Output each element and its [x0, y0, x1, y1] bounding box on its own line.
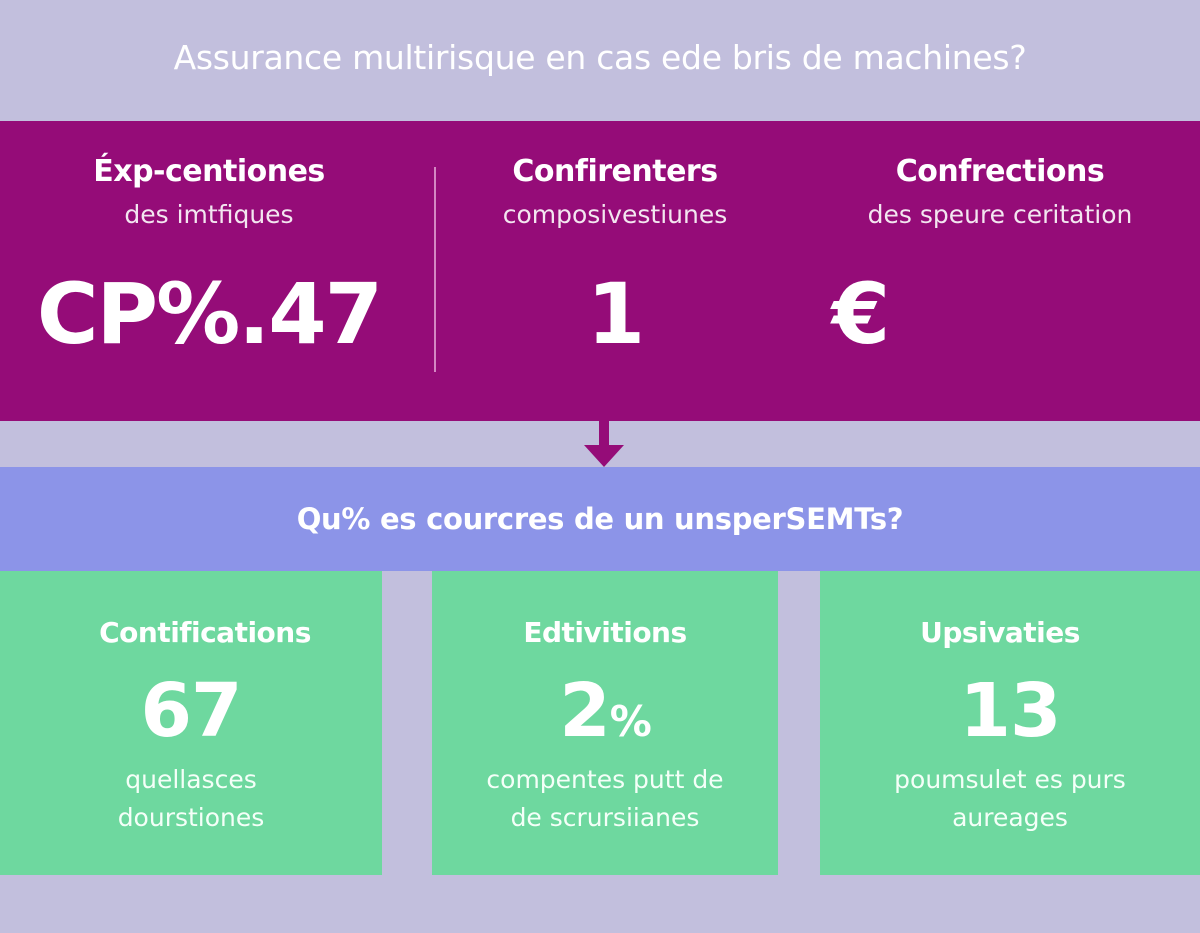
stat-card-value: 2%	[432, 671, 778, 762]
page-title: Assurance multirisque en cas ede bris de…	[173, 38, 1027, 77]
stat-card-value: 67	[0, 671, 382, 762]
stat-card-description-line: aureages	[952, 803, 1068, 832]
stat-card-2: Edtivitions 2% compentes putt de de scru…	[432, 571, 778, 875]
key-figure-value: 1	[586, 265, 645, 363]
stat-card-description: compentes putt de de scrursiianes	[432, 761, 778, 837]
key-figure-value: CP%.47	[36, 265, 383, 363]
stat-card-suffix: %	[609, 697, 652, 746]
stat-card-description-line: poumsulet es purs	[894, 765, 1126, 794]
stat-card-number: 13	[959, 668, 1062, 754]
stat-card-description: poumsulet es purs aureages	[820, 761, 1200, 837]
stat-card-description-line: dourstiones	[117, 803, 265, 832]
key-figure-3: Confrections des speure ceritation €	[830, 121, 1170, 421]
key-figure-heading: Éxp-centiones	[93, 154, 325, 189]
stat-card-3: Upsivaties 13 poumsulet es purs aureages	[820, 571, 1200, 875]
stat-card-heading: Edtivitions	[523, 616, 687, 649]
vertical-divider	[434, 167, 436, 372]
stat-card-1: Contifications 67 quellasces dourstiones	[0, 571, 382, 875]
stat-card-description-line: compentes putt de	[486, 765, 724, 794]
key-figures-band: Éxp-centiones des imtfiques CP%.47 Confi…	[0, 121, 1200, 421]
stat-card-heading: Upsivaties	[920, 616, 1080, 649]
stat-card-number: 2	[559, 668, 610, 754]
key-figure-1: Éxp-centiones des imtfiques CP%.47	[0, 121, 418, 421]
key-figure-value: €	[831, 265, 890, 363]
question-text: Qu% es courcres de un unsperSEMTs?	[296, 502, 904, 536]
stat-card-value: 13	[820, 671, 1200, 762]
stat-card-number: 67	[140, 668, 243, 754]
arrow-down-icon	[584, 421, 624, 467]
stat-card-description-line: de scrursiianes	[510, 803, 700, 832]
stat-card-description-line: quellasces	[125, 765, 257, 794]
key-figure-heading: Confirenters	[512, 154, 718, 189]
key-figure-2: Confirenters composivestiunes 1	[440, 121, 790, 421]
key-figure-subheading: des imtfiques	[124, 200, 294, 229]
stat-card-heading: Contifications	[99, 616, 311, 649]
key-figure-subheading: composivestiunes	[502, 200, 728, 229]
key-figure-heading: Confrections	[895, 154, 1105, 189]
key-figure-subheading: des speure ceritation	[867, 200, 1133, 229]
question-band: Qu% es courcres de un unsperSEMTs?	[0, 467, 1200, 571]
stat-card-description: quellasces dourstiones	[0, 761, 382, 837]
